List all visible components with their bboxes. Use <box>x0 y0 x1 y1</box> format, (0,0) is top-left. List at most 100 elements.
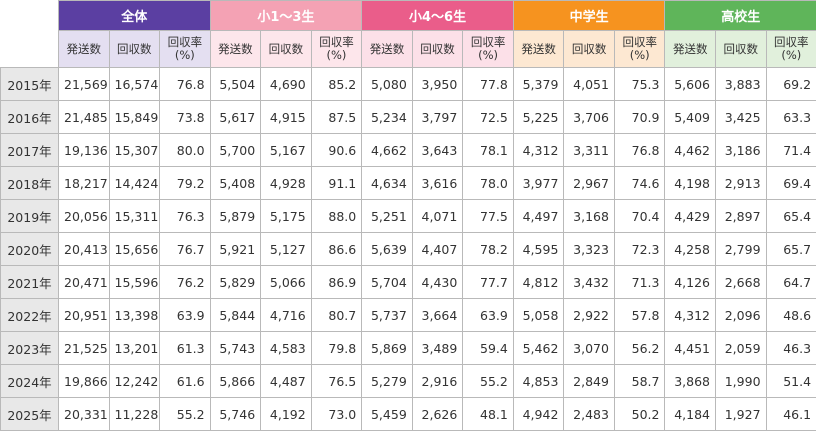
column-header-row: 発送数 回収数 回収率 (%) 発送数 回収数 回収率 (%) 発送数 回収数 回収率 (%) 発… <box>1 30 816 68</box>
cell: 16,574 <box>108 67 161 101</box>
column-header: 回収率 (%) <box>159 30 211 68</box>
cell: 5,167 <box>260 133 312 167</box>
cell: 3,168 <box>563 199 615 233</box>
cell: 4,312 <box>664 298 716 332</box>
cell: 5,866 <box>209 364 262 398</box>
row-label: 2015年 <box>0 67 59 101</box>
cell: 2,916 <box>411 364 464 398</box>
cell: 21,525 <box>58 331 110 365</box>
cell: 73.8 <box>159 100 211 134</box>
cell: 46.3 <box>765 331 816 365</box>
cell: 20,413 <box>58 232 110 266</box>
cell: 5,737 <box>361 298 413 332</box>
cell: 5,058 <box>512 298 565 332</box>
cell: 74.6 <box>613 166 666 200</box>
column-header: 回収数 <box>411 30 464 68</box>
cell: 5,462 <box>512 331 565 365</box>
cell: 2,626 <box>411 397 464 431</box>
cell: 61.6 <box>159 364 211 398</box>
cell: 4,198 <box>664 166 716 200</box>
cell: 76.5 <box>310 364 363 398</box>
cell: 5,879 <box>209 199 262 233</box>
cell: 1,927 <box>715 397 767 431</box>
cell: 15,849 <box>108 100 161 134</box>
data-row: 2020年 20,413 15,656 76.7 5,921 5,127 86.6 5,639… <box>0 232 816 266</box>
row-label: 2021年 <box>0 265 59 299</box>
cell: 78.1 <box>462 133 514 167</box>
cell: 4,915 <box>260 100 312 134</box>
cell: 5,829 <box>209 265 262 299</box>
cell: 48.6 <box>765 298 816 332</box>
group-header-row: 全体 小1～3生 小4～6生 中学生 高校生 <box>0 0 816 68</box>
cell: 4,258 <box>664 232 716 266</box>
cell: 63.9 <box>159 298 211 332</box>
cell: 78.2 <box>462 232 514 266</box>
cell: 4,312 <box>512 133 565 167</box>
cell: 4,812 <box>512 265 565 299</box>
cell: 71.3 <box>613 265 666 299</box>
cell: 3,425 <box>715 100 767 134</box>
cell: 5,746 <box>209 397 262 431</box>
cell: 4,462 <box>664 133 716 167</box>
cell: 64.7 <box>765 265 816 299</box>
column-header: 回収率 (%) <box>310 30 363 68</box>
row-label: 2016年 <box>0 100 59 134</box>
cell: 58.7 <box>613 364 666 398</box>
corner <box>0 0 59 68</box>
cell: 72.5 <box>462 100 514 134</box>
cell: 4,192 <box>260 397 312 431</box>
column-header: 発送数 <box>361 30 413 68</box>
cell: 5,606 <box>664 67 716 101</box>
cell: 5,704 <box>361 265 413 299</box>
cell: 79.2 <box>159 166 211 200</box>
group-header: 高校生 <box>664 0 816 31</box>
cell: 5,251 <box>361 199 413 233</box>
cell: 57.8 <box>613 298 666 332</box>
cell: 2,913 <box>715 166 767 200</box>
cell: 72.3 <box>613 232 666 266</box>
cell: 48.1 <box>462 397 514 431</box>
cell: 55.2 <box>462 364 514 398</box>
cell: 5,869 <box>361 331 413 365</box>
column-header: 発送数 <box>664 30 716 68</box>
column-header: 回収数 <box>108 30 161 68</box>
data-row: 2018年 18,217 14,424 79.2 5,408 4,928 91.1 4,634… <box>0 166 816 200</box>
cell: 3,432 <box>563 265 615 299</box>
cell: 4,126 <box>664 265 716 299</box>
cell: 61.3 <box>159 331 211 365</box>
cell: 4,051 <box>563 67 615 101</box>
cell: 5,279 <box>361 364 413 398</box>
cell: 2,897 <box>715 199 767 233</box>
cell: 4,429 <box>664 199 716 233</box>
cell: 76.7 <box>159 232 211 266</box>
cell: 5,459 <box>361 397 413 431</box>
data-row: 2017年 19,136 15,307 80.0 5,700 5,167 90.6 4,662… <box>0 133 816 167</box>
cell: 4,942 <box>512 397 565 431</box>
cell: 3,643 <box>411 133 464 167</box>
cell: 71.4 <box>765 133 816 167</box>
cell: 5,408 <box>209 166 262 200</box>
cell: 3,664 <box>411 298 464 332</box>
group-header: 小4～6生 <box>361 0 514 31</box>
column-header: 発送数 <box>209 30 262 68</box>
cell: 20,056 <box>58 199 110 233</box>
cell: 78.0 <box>462 166 514 200</box>
row-label: 2025年 <box>0 397 59 431</box>
cell: 5,066 <box>260 265 312 299</box>
cell: 4,853 <box>512 364 565 398</box>
cell: 4,583 <box>260 331 312 365</box>
cell: 5,504 <box>209 67 262 101</box>
row-label: 2023年 <box>0 331 59 365</box>
cell: 3,977 <box>512 166 565 200</box>
column-header: 回収数 <box>260 30 312 68</box>
cell: 2,483 <box>563 397 615 431</box>
cell: 4,071 <box>411 199 464 233</box>
cell: 2,668 <box>715 265 767 299</box>
cell: 15,656 <box>108 232 161 266</box>
cell: 51.4 <box>765 364 816 398</box>
cell: 3,616 <box>411 166 464 200</box>
data-row: 2019年 20,056 15,311 76.3 5,879 5,175 88.0 5,251… <box>0 199 816 233</box>
cell: 91.1 <box>310 166 363 200</box>
cell: 85.2 <box>310 67 363 101</box>
cell: 3,186 <box>715 133 767 167</box>
